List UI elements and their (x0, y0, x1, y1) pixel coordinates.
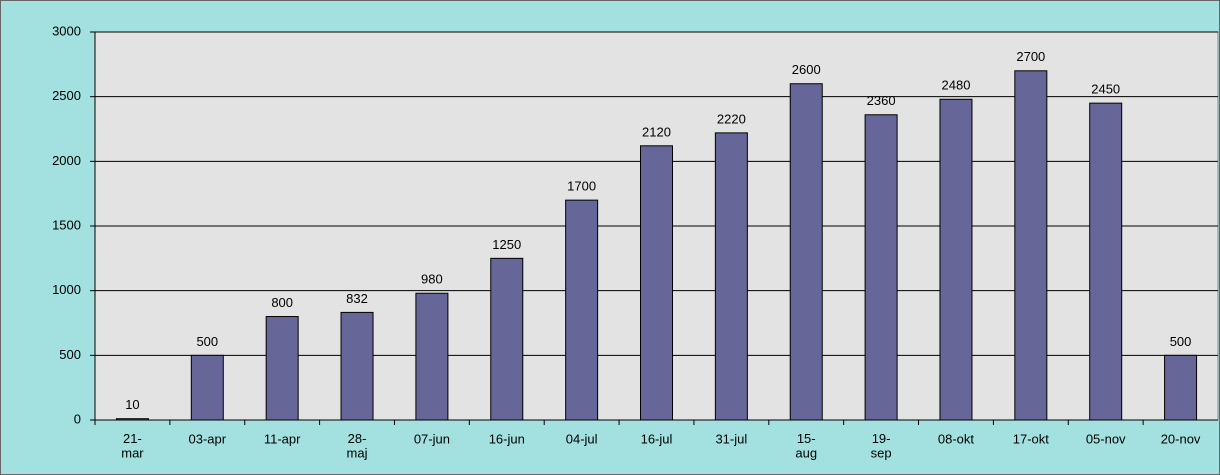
y-tick-label: 3000 (52, 23, 81, 38)
bar (789, 83, 823, 421)
x-tick-label: 15-aug (795, 431, 817, 460)
data-label: 500 (196, 334, 218, 349)
data-label: 800 (271, 295, 293, 310)
x-tick-label: 04-jul (566, 431, 598, 446)
x-tick-label: 19-sep (871, 431, 892, 460)
y-tick-label: 0 (74, 411, 81, 426)
x-tick-label: 05-nov (1086, 431, 1126, 446)
bar (115, 418, 149, 421)
data-label: 2360 (867, 93, 896, 108)
y-tick-label: 1000 (52, 282, 81, 297)
bar (415, 292, 449, 421)
bar (939, 98, 973, 421)
data-label: 500 (1170, 334, 1192, 349)
data-label: 980 (421, 272, 443, 287)
bar (1164, 354, 1198, 421)
x-tick-label: 07-jun (414, 431, 450, 446)
bar (265, 316, 299, 421)
data-label: 2480 (942, 78, 971, 93)
data-label: 1700 (567, 179, 596, 194)
data-label: 2450 (1091, 82, 1120, 97)
y-tick-label: 2500 (52, 88, 81, 103)
bar (340, 311, 374, 421)
bar (1014, 70, 1048, 421)
y-tick-label: 2000 (52, 153, 81, 168)
x-tick-label: 16-jul (641, 431, 673, 446)
data-label: 2220 (717, 111, 746, 126)
bar (640, 145, 673, 421)
data-label: 2120 (642, 124, 671, 139)
data-label: 2600 (792, 62, 821, 77)
x-tick-label: 08-okt (938, 431, 975, 446)
x-tick-label: 11-apr (264, 431, 301, 446)
data-label: 832 (346, 291, 368, 306)
x-tick-label: 31-jul (715, 431, 747, 446)
data-label: 1250 (492, 237, 521, 252)
data-label: 2700 (1016, 49, 1045, 64)
bar (714, 132, 748, 421)
bar (490, 257, 524, 421)
bar (190, 354, 224, 421)
x-tick-label: 21-mar (121, 431, 144, 460)
y-tick-label: 500 (59, 347, 81, 362)
y-tick-label: 1500 (52, 217, 81, 232)
data-label: 10 (125, 397, 139, 412)
x-tick-label: 28-maj (347, 431, 368, 460)
bar (565, 199, 599, 421)
x-tick-label: 03-apr (189, 431, 227, 446)
x-tick-label: 20-nov (1161, 431, 1201, 446)
x-tick-label: 16-jun (489, 431, 525, 446)
bar (864, 114, 898, 421)
x-tick-label: 17-okt (1013, 431, 1050, 446)
bar (1089, 102, 1123, 421)
